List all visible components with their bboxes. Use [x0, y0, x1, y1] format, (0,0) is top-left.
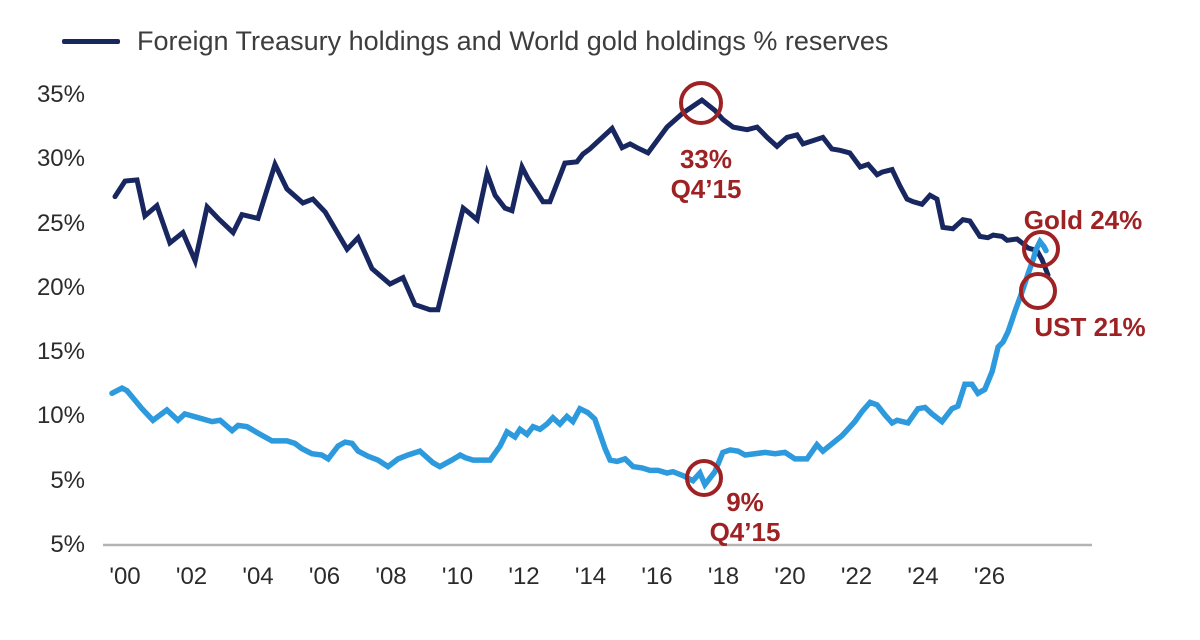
x-tick-label: '04 — [242, 563, 274, 590]
x-tick-label: '10 — [441, 563, 474, 590]
y-tick-label: 20% — [36, 273, 85, 301]
x-tick-label: '22 — [840, 563, 873, 590]
x-tick-label: '18 — [707, 563, 740, 590]
y-tick-label: 5% — [50, 466, 85, 494]
annotation-text-line: Gold 24% — [1023, 205, 1143, 235]
legend: Foreign Treasury holdings and World gold… — [62, 26, 888, 57]
x-tick-label: '02 — [175, 563, 208, 590]
x-tick-label: '24 — [907, 563, 939, 590]
annotation-circle-ust-latest — [1019, 272, 1057, 310]
x-tick-label: '26 — [973, 563, 1006, 590]
treasury-line — [112, 97, 1051, 313]
y-tick-label: 5% — [50, 530, 85, 558]
x-tick-label: '08 — [375, 563, 407, 590]
y-tick-label: 30% — [36, 145, 85, 173]
legend-label: Foreign Treasury holdings and World gold… — [137, 26, 889, 56]
annotation-circle-treasury-peak — [679, 81, 723, 125]
annotation-ust-latest: UST 21% — [1034, 312, 1145, 342]
annotation-treasury-peak: 33% Q4’15 — [671, 144, 742, 204]
gold-line — [109, 236, 1049, 490]
annotation-text-line: Q4’15 — [709, 517, 781, 547]
legend-line-swatch — [62, 39, 120, 44]
x-tick-label: '12 — [508, 563, 540, 590]
annotation-circle-gold-latest — [1022, 230, 1060, 268]
x-tick-label: '16 — [641, 563, 673, 590]
x-tick-label: '14 — [574, 563, 607, 590]
annotation-gold-latest: Gold 24% — [1024, 205, 1142, 235]
annotation-text-line: Q4’15 — [670, 174, 742, 204]
x-tick-label: '20 — [774, 563, 806, 590]
x-tick-label: '00 — [109, 563, 141, 590]
y-tick-label: 35% — [36, 81, 85, 108]
x-tick-label: '06 — [308, 563, 341, 590]
annotation-text-line: 33% — [679, 144, 733, 174]
annotation-text-line: UST 21% — [1034, 312, 1146, 342]
annotation-text-line: 9% — [726, 487, 764, 517]
annotation-circle-gold-trough — [685, 459, 723, 497]
y-tick-label: 15% — [36, 338, 85, 366]
y-tick-label: 25% — [36, 209, 85, 237]
annotation-gold-trough: 9% Q4’15 — [710, 487, 781, 547]
y-tick-label: 10% — [36, 402, 85, 430]
